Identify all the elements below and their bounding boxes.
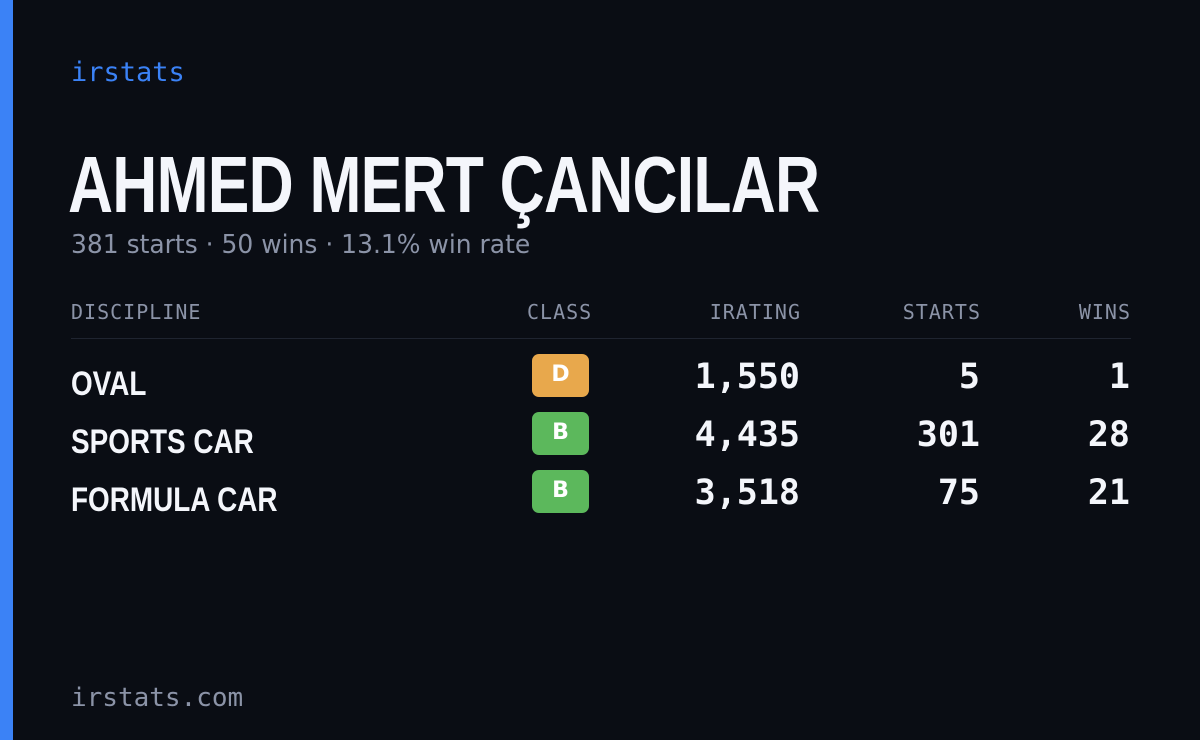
header-wins: WINS (1078, 300, 1131, 324)
table-row: SPORTS CAR B 4,435 301 28 (71, 410, 1131, 468)
starts-value: 75 (937, 473, 980, 513)
wins-value: 28 (1087, 415, 1130, 455)
starts-value: 301 (916, 415, 980, 455)
header-irating: IRATING (709, 300, 801, 324)
table-row: OVAL D 1,550 5 1 (71, 352, 1131, 410)
class-badge: B (532, 412, 589, 455)
driver-summary: 381 starts · 50 wins · 13.1% win rate (71, 230, 531, 260)
header-discipline: DISCIPLINE (71, 300, 202, 324)
footer-domain[interactable]: irstats.com (71, 683, 244, 713)
brand-logo: irstats (71, 57, 185, 88)
header-class: CLASS (527, 300, 593, 324)
starts-value: 5 (958, 357, 980, 397)
class-badge: D (532, 354, 589, 397)
table-header: DISCIPLINE CLASS IRATING STARTS WINS (71, 298, 1131, 339)
driver-name: AHMED MERT ÇANCILAR (68, 140, 820, 229)
irating-value: 4,435 (694, 415, 800, 455)
accent-bar (0, 0, 13, 740)
irating-value: 3,518 (694, 473, 800, 513)
irating-value: 1,550 (694, 357, 800, 397)
table-row: FORMULA CAR B 3,518 75 21 (71, 468, 1131, 526)
discipline-name: SPORTS CAR (71, 423, 254, 461)
discipline-name: FORMULA CAR (71, 481, 278, 519)
discipline-name: OVAL (71, 365, 147, 403)
class-badge: B (532, 470, 589, 513)
header-starts: STARTS (902, 300, 981, 324)
wins-value: 21 (1087, 473, 1130, 513)
wins-value: 1 (1108, 357, 1130, 397)
